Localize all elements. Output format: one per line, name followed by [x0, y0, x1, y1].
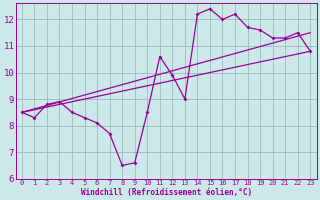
X-axis label: Windchill (Refroidissement éolien,°C): Windchill (Refroidissement éolien,°C): [81, 188, 252, 197]
